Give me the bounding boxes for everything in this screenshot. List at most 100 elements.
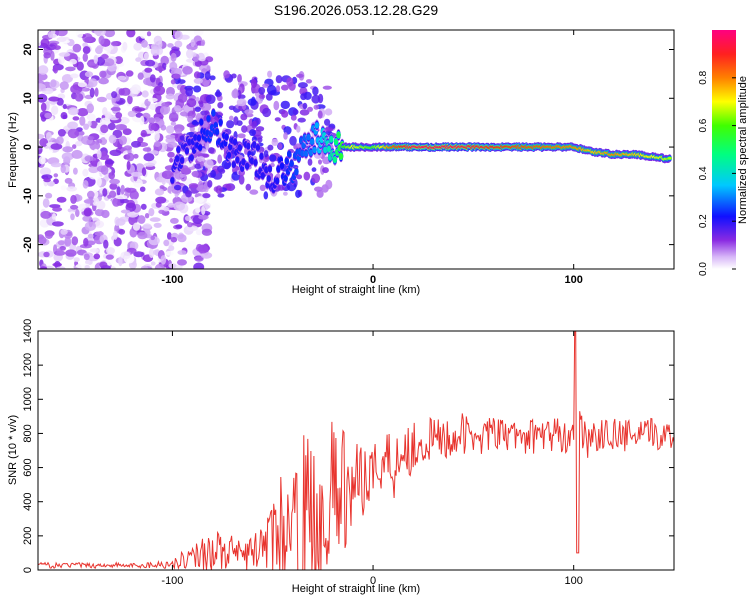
spectrogram-scatter-blob (324, 127, 334, 132)
snr-ytick-label: 0 (22, 567, 34, 573)
spectrogram-noise-blob (94, 231, 104, 236)
spectrogram-scatter-blob (207, 147, 215, 154)
spectrogram-scatter-blob (263, 191, 269, 200)
spectrogram-noise-blob (71, 236, 79, 246)
spectrogram-ridge-mark (226, 152, 232, 159)
spectrogram-ridge-mark (232, 138, 238, 146)
spectrogram-noise-blob (70, 204, 79, 210)
spectrogram-noise-blob (65, 249, 77, 257)
spectrogram-noise-blob (201, 228, 213, 236)
spectrogram-noise-blob (59, 81, 69, 90)
spectrogram-ridge-mark (333, 138, 339, 146)
spectrogram-noise-blob (56, 136, 64, 145)
spectrogram-noise-blob (96, 138, 103, 144)
spectrogram-noise-blob (99, 117, 111, 126)
spectrogram-noise-blob (115, 194, 128, 200)
spectrogram-ridge-mark (264, 166, 269, 174)
spectrogram-noise-blob (102, 188, 108, 197)
spectrogram-noise-blob (84, 71, 94, 78)
spectrogram-ridge-mark (287, 150, 292, 158)
spectrogram-noise-blob (57, 93, 66, 100)
spectrogram-scatter-blob (280, 100, 290, 110)
spectrogram-scatter-blob (244, 109, 254, 115)
spectrogram-noise-blob (53, 45, 61, 50)
spectrogram-scatter-blob (191, 170, 199, 178)
spectrogram-noise-blob (38, 145, 42, 151)
spectrogram-noise-blob (45, 192, 53, 199)
spectrogram-noise-blob (177, 259, 187, 266)
spectrogram-noise-blob (94, 208, 105, 217)
spectrogram-noise-blob (141, 167, 147, 177)
spectrogram-noise-blob (170, 52, 177, 62)
spectrogram-noise-blob (110, 266, 116, 269)
spectrogram-noise-blob (153, 85, 166, 96)
spectrogram-noise-blob (82, 46, 91, 55)
spectrogram-ridge-mark (228, 143, 233, 151)
spectrogram-noise-blob (60, 185, 67, 191)
spectrogram-ridge-mark (231, 161, 236, 168)
spectrogram-scatter-blob (322, 167, 329, 174)
colorbar-tick-label: 0.2 (698, 214, 709, 228)
spectrogram-scatter-blob (217, 154, 223, 164)
spectrogram-scatter-blob (202, 153, 210, 158)
spectrogram-noise-blob (105, 159, 115, 165)
spectrogram-scatter-blob (251, 120, 257, 129)
snr-ylabel: SNR (10 * v/v) (7, 415, 19, 485)
spectrogram-noise-blob (148, 208, 155, 217)
spectrogram-noise-blob (82, 52, 89, 62)
spectrogram-noise-blob (125, 202, 137, 212)
spectrogram-ridge-mark (235, 156, 240, 164)
spectrogram-noise-blob (73, 167, 78, 175)
spectrogram-noise-blob (162, 62, 167, 69)
spectrogram-ridge-mark (303, 150, 309, 157)
spectrogram-noise-blob (154, 131, 160, 142)
spectrogram-scatter-blob (245, 183, 252, 191)
spectrogram-ridge-mark (197, 144, 203, 151)
spectrogram-noise-blob (56, 37, 67, 42)
spectrogram-ridge-mark (193, 134, 198, 141)
figure-title: S196.2026.053.12.28.G29 (274, 2, 438, 18)
spectrogram-scatter-blob (307, 158, 313, 166)
spectrogram-scatter-blob (177, 93, 188, 103)
spectrogram-noise-blob (56, 248, 62, 253)
spectrogram-scatter-blob (275, 75, 283, 84)
spectrogram-ridge-mark (284, 157, 289, 165)
spectrogram-noise-blob (75, 140, 83, 147)
spectrogram-scatter-blob (266, 84, 277, 95)
spectrogram-scatter-blob (316, 189, 324, 198)
spectrogram-noise-blob (51, 213, 57, 220)
spectrogram-noise-blob (114, 56, 124, 65)
spectrogram-noise-blob (82, 180, 89, 189)
spectrogram-scatter-blob (226, 120, 235, 129)
spectrogram-noise-blob (193, 262, 205, 269)
spectrogram-noise-blob (100, 124, 109, 134)
spectrogram-noise-blob (107, 122, 116, 131)
spectrogram-noise-blob (50, 143, 63, 150)
spectrogram-noise-blob (43, 251, 50, 258)
spectrogram-noise-blob (139, 186, 146, 192)
spectrogram-scatter-blob (231, 89, 239, 99)
spectrogram-noise-blob (39, 266, 48, 269)
spectrogram-noise-blob (105, 254, 114, 260)
spectrogram-noise-blob (118, 198, 130, 204)
spectrogram-scatter-blob (258, 86, 266, 95)
spectrogram-scatter-blob (317, 110, 323, 119)
spectrogram-noise-blob (165, 93, 175, 100)
spectrogram-noise-blob (44, 112, 52, 119)
spectrogram-noise-blob (112, 230, 118, 240)
spectrogram-noise-blob (38, 72, 48, 81)
spectrogram-xlabel: Height of straight line (km) (292, 284, 420, 296)
spectrogram-scatter-blob (182, 165, 189, 170)
spectrogram-noise-blob (116, 186, 121, 196)
spectrogram-noise-blob (83, 253, 90, 261)
spectrogram-noise-blob (79, 116, 86, 126)
spectrogram-frame (37, 29, 675, 270)
spectrogram-noise-blob (100, 165, 109, 175)
spectrogram-scatter-blob (286, 77, 294, 87)
spectrogram-noise-blob (77, 81, 87, 88)
spectrogram-noise-blob (139, 30, 147, 39)
spectrogram-scatter-blob (299, 109, 310, 116)
spectrogram-noise-blob (193, 30, 204, 37)
